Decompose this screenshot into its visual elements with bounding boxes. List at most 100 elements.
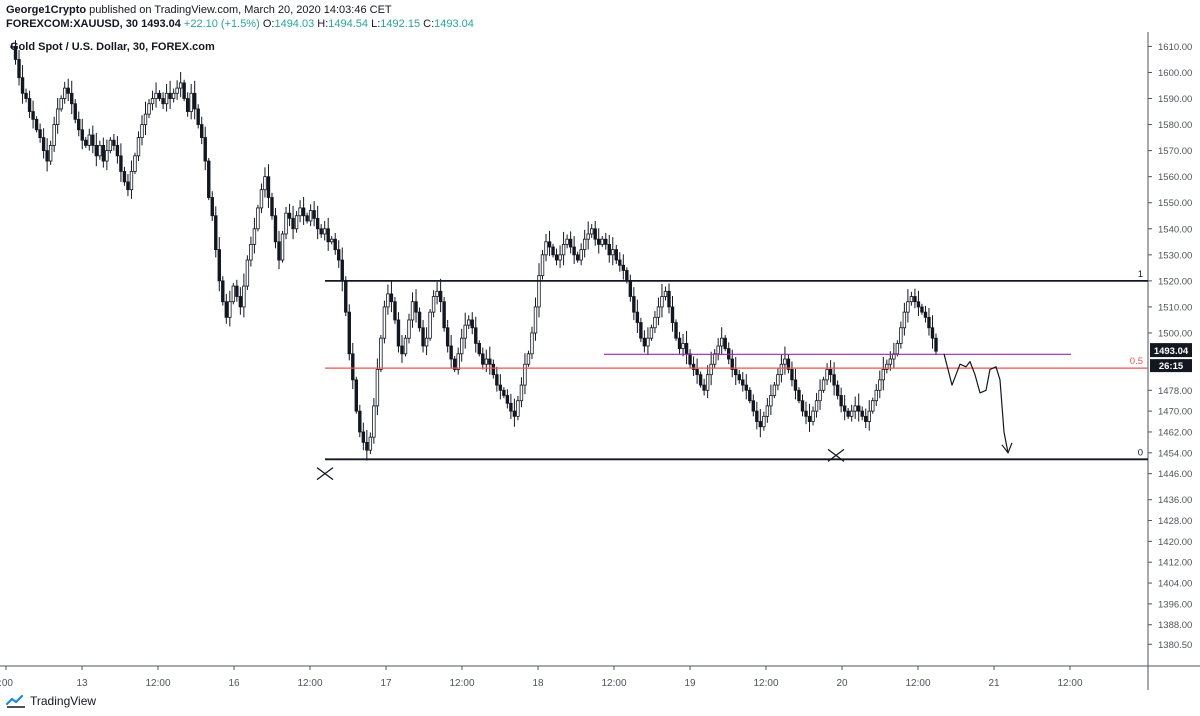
candle-body [452,358,457,370]
candle [558,245,562,268]
candle [157,90,162,102]
candle-body [77,118,81,131]
candle [526,350,531,367]
candle [344,276,348,317]
candle [298,200,302,223]
brand-name: TradingView [30,694,97,708]
candle-body [340,259,344,282]
candle [653,311,657,333]
candle-body [832,374,836,386]
candle [597,228,601,254]
candle-body [656,306,661,318]
candle [906,289,910,323]
candle-body [818,389,822,402]
candle-body [705,374,710,391]
candle-body [428,311,432,339]
y-tick-label: 1396.00 [1158,599,1192,610]
candle-body [772,384,777,396]
candle [871,397,875,414]
candle [621,254,626,280]
candle [31,100,35,129]
candle [825,363,829,386]
candle [185,92,190,117]
current-price: 1493.04 [141,18,181,30]
candle-body [505,395,510,404]
candle [828,360,833,383]
candle-body [382,306,387,339]
candle-body [916,301,921,308]
candle [101,137,106,168]
candle-body [737,374,741,381]
candle-body [835,384,840,396]
y-tick-label: 1580.00 [1158,120,1192,131]
candle-body [878,379,882,391]
candle [27,90,32,119]
y-tick-label: 1436.00 [1158,495,1192,506]
candle-body [628,280,633,297]
candle [280,230,285,263]
candle-body [73,103,77,120]
candle-body [417,311,422,329]
candle-body [228,301,232,318]
y-tick-label: 1428.00 [1158,516,1192,527]
candle-body [828,369,833,376]
candle [319,224,323,238]
candle-body [530,332,534,355]
candle-body [217,249,221,282]
candle-body [365,441,369,451]
candle [867,400,871,431]
candle [544,233,548,262]
last-price-tag [1150,343,1192,358]
candle [291,205,295,240]
candle [593,220,597,246]
candle [133,152,137,175]
candle [84,137,88,149]
candle [881,356,886,391]
candle-body [108,139,113,152]
tradingview-brand[interactable]: TradingView [6,694,96,708]
candle-body [407,319,411,339]
candle-body [361,431,366,443]
candle-body [62,87,67,99]
candle-body [723,337,727,350]
candle [607,235,611,263]
candle-body [712,353,717,365]
chart-title: Gold Spot / U.S. Dollar, 30, FOREX.com [10,41,215,53]
candle [751,394,756,417]
candle [540,250,545,280]
candle-body [691,363,696,370]
candle [632,287,636,320]
candle [642,330,647,353]
candle-body [322,228,327,235]
x-tick-label: 12:00 [449,678,474,689]
candle-body [266,176,271,198]
candle-body [31,111,35,120]
candle-body [70,92,74,105]
candle [737,369,741,384]
candle [639,317,643,343]
publish-info: George1Crypto published on TradingView.c… [6,4,392,16]
candle-body [488,358,492,365]
candle [294,211,299,233]
price-chart[interactable]: 1610.00 1600.00 1590.00 1580.00 1570.00 1560.… [0,32,1200,690]
candle-body [424,337,429,347]
candle-body [256,207,260,230]
candle-body [702,384,706,391]
candle [470,312,474,335]
candle-body [182,82,186,99]
candle-body [312,210,316,219]
candle-body [171,92,176,99]
candle [330,236,334,245]
candle [407,313,411,344]
candle [741,372,745,392]
candle [217,237,221,292]
candle-body [839,395,843,407]
cross-stroke [827,448,845,462]
candle-body [112,139,116,146]
author-name[interactable]: George1Crypto [6,4,87,16]
candle-body [674,322,678,339]
candle-body [874,389,878,402]
candle-body [249,244,253,261]
candle-body [734,369,738,376]
candle-body [372,405,376,438]
